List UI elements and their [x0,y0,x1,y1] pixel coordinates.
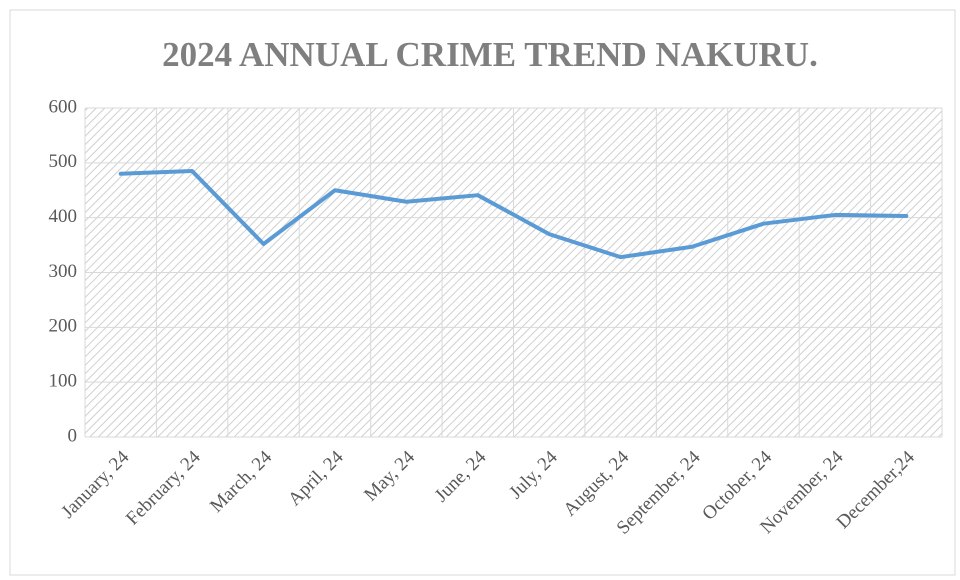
y-tick-label: 400 [49,206,78,227]
y-tick-label: 0 [68,425,78,446]
y-tick-label: 600 [49,96,78,117]
y-tick-label: 300 [49,261,78,282]
chart-title: 2024 ANNUAL CRIME TREND NAKURU. [162,35,818,74]
y-tick-label: 500 [49,151,78,172]
y-tick-label: 100 [49,371,78,392]
data-line [118,169,909,260]
y-tick-label: 200 [49,316,78,337]
